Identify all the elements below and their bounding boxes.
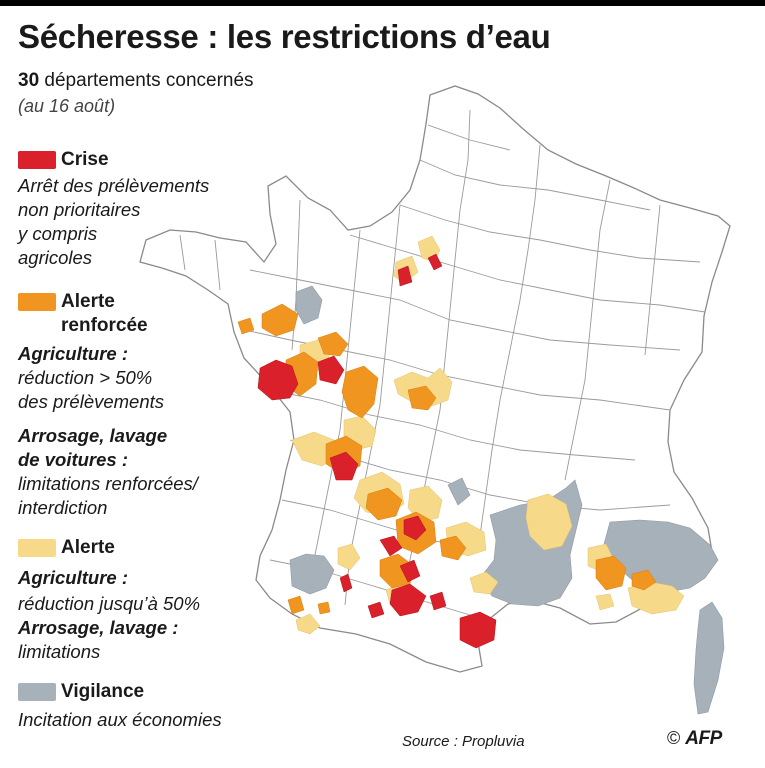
alerte-renforcee-agri-label: Agriculture : <box>18 343 128 364</box>
vigilance-label: Vigilance <box>61 681 145 702</box>
department-count-label: départements concernés <box>44 70 254 91</box>
vigilance-desc: Incitation aux économies <box>18 709 222 730</box>
source-note: Source : Propluvia <box>402 733 525 750</box>
crise-desc-1: Arrêt des prélèvements <box>18 175 210 196</box>
alerte-renforcee-label-1: Alerte <box>61 291 115 312</box>
subtitle: 30 départements concernés <box>18 70 254 92</box>
top-rule <box>0 0 765 6</box>
crise-desc-3: y compris <box>18 223 98 244</box>
alerte-agri-label: Agriculture : <box>18 567 128 588</box>
alerte-agri-desc: réduction jusqu’à 50% <box>18 593 201 614</box>
crise-desc-4: agricoles <box>18 247 93 268</box>
alerte-renforcee-arro-label-1: Arrosage, lavage <box>18 425 168 446</box>
copyright-symbol: © <box>667 728 681 748</box>
department-count: 30 <box>18 70 40 91</box>
alerte-arro-desc: limitations <box>18 641 101 662</box>
alerte-renforcee-agri-desc-1: réduction > 50% <box>18 367 153 388</box>
alerte-swatch <box>18 539 56 557</box>
date-note: (au 16 août) <box>18 96 116 116</box>
alerte-arro-label: Arrosage, lavage : <box>18 617 179 638</box>
alerte-renforcee-label-2: renforcée <box>61 315 148 336</box>
alerte-renforcee-arro-desc-1: limitations renforcées/ <box>18 473 198 494</box>
crise-swatch <box>18 151 56 169</box>
alerte-renforcee-agri-desc-2: des prélèvements <box>18 391 165 412</box>
crise-label: Crise <box>61 149 109 170</box>
vigilance-swatch <box>18 683 56 701</box>
crise-zones <box>257 253 497 649</box>
credit: © AFP <box>667 728 722 750</box>
alerte-renforcee-arro-label-2: de voitures : <box>18 449 128 470</box>
alerte-renforcee-arro-desc-2: interdiction <box>18 497 108 518</box>
alerte-label: Alerte <box>61 537 115 558</box>
map-title: Sécheresse : les restrictions d’eau <box>18 18 551 55</box>
alerte-renforcee-swatch <box>18 293 56 311</box>
crise-desc-2: non prioritaires <box>18 199 141 220</box>
afp-logo: AFP <box>685 728 722 749</box>
